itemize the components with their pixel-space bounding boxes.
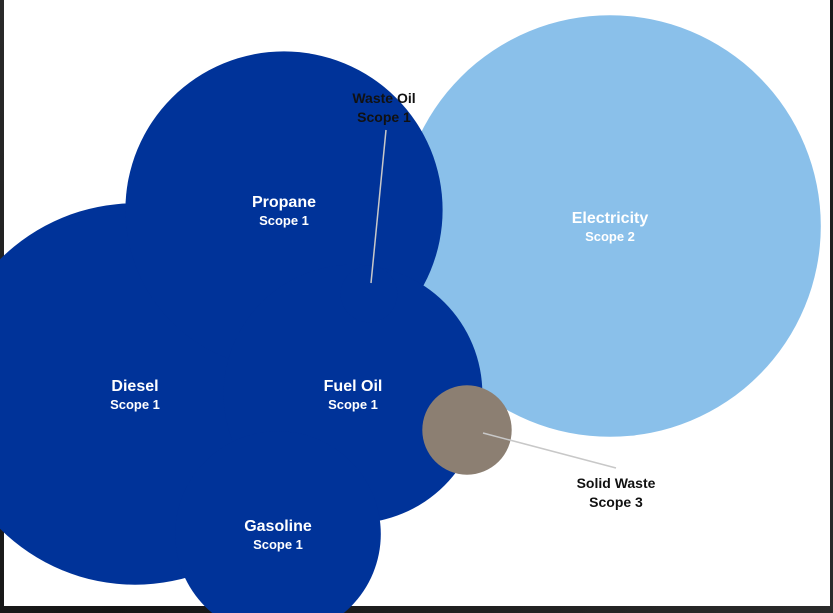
bubble-label-fuel-oil: Fuel Oil <box>324 378 383 395</box>
bubble-label-propane: Propane <box>252 194 316 211</box>
bubble-solid-waste <box>422 385 512 475</box>
bubble-electricity <box>399 15 821 437</box>
bubble-label-solid-waste: Solid Waste <box>577 475 656 491</box>
bubble-scope-electricity: Scope 2 <box>585 229 635 244</box>
bubble-label-electricity: Electricity <box>572 210 649 227</box>
bubble-waste-oil <box>340 265 398 323</box>
bubble-scope-gasoline: Scope 1 <box>253 537 303 552</box>
bubble-scope-propane: Scope 1 <box>259 213 309 228</box>
bubble-label-gasoline: Gasoline <box>244 518 312 535</box>
bubble-label-diesel: Diesel <box>111 378 158 395</box>
bubble-gasoline <box>175 431 381 613</box>
leader-line-solid-waste <box>482 432 617 469</box>
bubble-scope-waste-oil: Scope 1 <box>357 109 411 125</box>
leader-line-waste-oil <box>370 129 387 284</box>
bubble-scope-diesel: Scope 1 <box>110 397 160 412</box>
bubble-scope-fuel-oil: Scope 1 <box>328 397 378 412</box>
bubble-scope-solid-waste: Scope 3 <box>589 494 643 510</box>
bubble-label-waste-oil: Waste Oil <box>352 90 415 106</box>
